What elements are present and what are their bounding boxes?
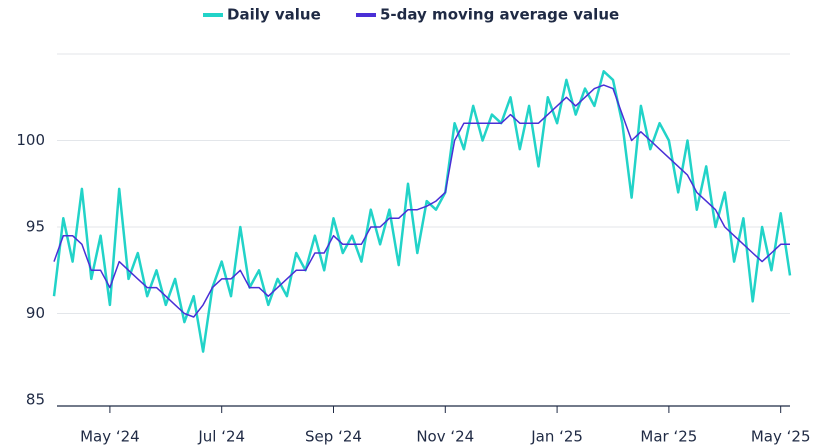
legend-label: 5-day moving average value (380, 6, 619, 24)
x-tick-label: May ‘25 (751, 428, 811, 446)
x-tick-label: Sep ‘24 (305, 428, 362, 446)
y-tick-label: 95 (26, 218, 45, 236)
series-line (53, 84, 790, 318)
x-tick-label: Mar ‘25 (640, 428, 697, 446)
x-tick-label: May ‘24 (80, 428, 140, 446)
series-line (52, 70, 792, 353)
y-tick-label: 100 (16, 131, 45, 149)
y-tick-label: 90 (26, 304, 45, 322)
x-tick-label: Jul ‘24 (197, 428, 245, 446)
x-tick-label: Jan ‘25 (530, 428, 583, 446)
y-tick-label: 85 (26, 391, 45, 409)
legend-label: Daily value (227, 6, 321, 24)
x-tick-label: Nov ‘24 (416, 428, 474, 446)
